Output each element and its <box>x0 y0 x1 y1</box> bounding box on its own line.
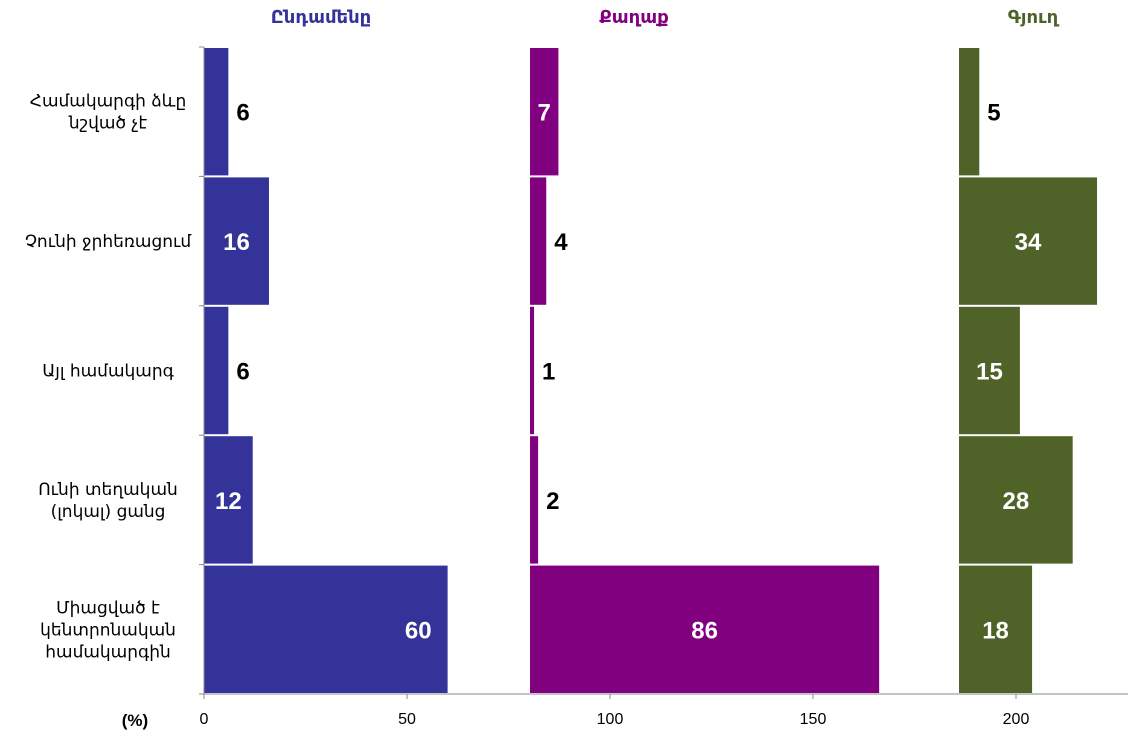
data-label: 6 <box>236 100 249 127</box>
x-tick-label: 200 <box>1003 711 1030 728</box>
x-tick-label: 100 <box>597 711 624 728</box>
data-label: 34 <box>1015 229 1042 256</box>
bar <box>959 565 1033 693</box>
data-label: 1 <box>542 359 555 386</box>
panel-title-total: Ընդամենը <box>271 7 371 28</box>
bar <box>530 306 535 435</box>
data-label: 86 <box>691 617 718 644</box>
bar <box>530 177 547 305</box>
bar <box>204 565 448 693</box>
category-labels: Համակարգի ձևը նշված չէ Չունի ջրհեռացում Այլ… <box>25 92 192 663</box>
panel-title-city: Քաղաք <box>599 7 669 28</box>
bar <box>959 177 1098 305</box>
x-tick-label: 0 <box>200 711 209 728</box>
data-label: 2 <box>546 488 559 515</box>
data-label: 60 <box>405 617 432 644</box>
bar <box>204 48 229 176</box>
data-label: 6 <box>236 359 249 386</box>
bar <box>204 177 269 305</box>
x-unit-label: (%) <box>122 711 148 730</box>
data-label: 28 <box>1002 488 1029 515</box>
bar <box>530 48 559 176</box>
x-tick-label: 50 <box>398 711 416 728</box>
data-label: 15 <box>976 359 1003 386</box>
category-label: Այլ համակարգ <box>42 362 174 382</box>
bar <box>959 306 1020 435</box>
x-axis: (%) <box>122 46 1128 730</box>
data-label: 7 <box>538 100 551 127</box>
panel-titles: Ընդամենը Քաղաք Գյուղ <box>271 7 1060 28</box>
data-label: 18 <box>982 617 1009 644</box>
bar <box>530 436 539 564</box>
category-label: Չունի ջրհեռացում <box>25 232 192 252</box>
panel-title-village: Գյուղ <box>1008 7 1060 28</box>
x-tick-label: 150 <box>800 711 827 728</box>
x-ticks: 0 50 100 150 200 <box>200 694 1030 728</box>
bar <box>204 306 229 435</box>
data-label: 12 <box>215 488 242 515</box>
category-label: Ունի տեղական (լոկալ) ցանց <box>38 480 178 522</box>
bar <box>959 48 980 176</box>
data-label: 4 <box>554 229 568 256</box>
category-label: Միացված է կենտրոնական համակարգին <box>40 598 176 662</box>
data-label: 5 <box>987 100 1000 127</box>
bar <box>204 436 253 564</box>
bars <box>204 48 1098 693</box>
category-label: Համակարգի ձևը նշված չէ <box>30 92 186 134</box>
data-label: 16 <box>223 229 250 256</box>
bar <box>959 436 1073 564</box>
bar <box>530 565 880 693</box>
